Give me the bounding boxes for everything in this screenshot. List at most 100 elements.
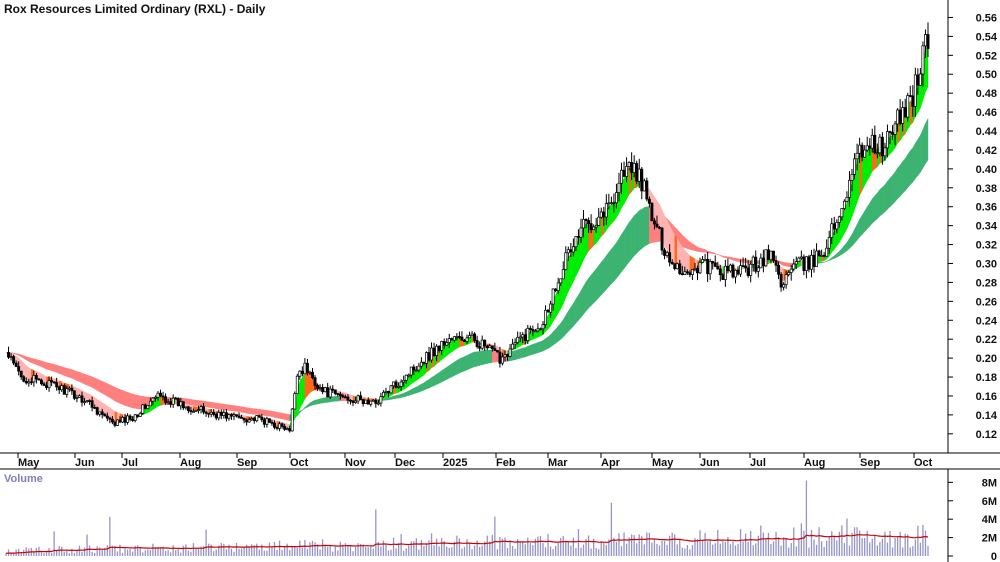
time-tick-label: Nov — [345, 457, 367, 469]
candle-body — [295, 375, 299, 395]
candle-body — [50, 380, 54, 383]
candle-body — [698, 261, 702, 274]
candle-body — [794, 261, 798, 265]
candle-body — [394, 381, 398, 388]
candle-body — [802, 256, 806, 271]
long-band-segment — [58, 365, 62, 375]
long-band-segment — [697, 246, 701, 253]
candle-body — [460, 336, 464, 341]
long-band-segment — [51, 363, 55, 372]
candle-body — [108, 417, 112, 420]
long-band-segment — [631, 214, 635, 260]
candle-body — [665, 252, 669, 256]
price-tick-label: 0.28 — [976, 277, 997, 289]
candle-body — [174, 397, 178, 400]
long-band-segment — [636, 209, 640, 254]
candle-body — [485, 345, 489, 349]
candle-body — [759, 257, 763, 269]
candle-body — [399, 381, 403, 387]
price-axis-ticks: 0.12 0.14 0.16 0.18 0.20 0.22 0.24 0.26 0.28 0.30… — [948, 12, 998, 441]
candle-body — [98, 411, 102, 415]
candle-body — [721, 274, 725, 280]
time-tick-label: Mar — [548, 457, 568, 469]
long-band-segment — [107, 383, 111, 399]
long-band-segment — [74, 370, 78, 381]
long-band-segment — [618, 233, 622, 276]
long-band-segment — [517, 348, 521, 360]
long-band-segment — [433, 373, 437, 387]
candle-body — [690, 269, 694, 275]
candle-body — [161, 395, 165, 398]
candle-body — [19, 370, 23, 378]
long-band-segment — [547, 334, 551, 349]
candle-body — [407, 374, 411, 377]
candle-body — [837, 216, 841, 223]
long-band-segment — [608, 248, 612, 288]
long-band-segment — [879, 186, 883, 217]
candle-body — [501, 356, 504, 364]
candle-body — [706, 259, 710, 275]
candle-body — [554, 288, 558, 291]
long-band-segment — [699, 247, 703, 253]
candle-body — [594, 225, 598, 228]
long-band-segment — [127, 391, 131, 408]
candle-body — [541, 324, 545, 330]
candle-body — [675, 263, 679, 270]
candle-body — [427, 352, 431, 361]
long-band-segment — [251, 408, 255, 415]
long-band-segment — [867, 202, 870, 230]
candle-body — [531, 329, 535, 332]
candle-body — [252, 418, 256, 422]
candle-body — [321, 387, 325, 393]
candle-body — [24, 380, 28, 384]
long-band-segment — [332, 396, 336, 402]
candle-body — [138, 413, 142, 417]
candle-body — [480, 339, 484, 349]
long-band-segment — [228, 404, 232, 412]
long-band-segment — [646, 206, 650, 246]
candle-body — [232, 414, 236, 417]
candle-body — [293, 393, 297, 410]
long-band-segment — [476, 351, 480, 367]
price-tick-label: 0.50 — [976, 69, 997, 81]
long-band-segment — [195, 399, 199, 407]
long-band-segment — [122, 390, 126, 406]
candle-body — [696, 267, 699, 274]
candle-body — [176, 398, 180, 407]
time-tick-label: Sep — [237, 457, 257, 469]
candle-body — [290, 408, 294, 432]
long-band-segment — [56, 364, 60, 374]
candle-body — [749, 263, 753, 276]
candle-body — [511, 343, 515, 350]
long-band-segment — [335, 395, 339, 402]
candle-body — [625, 166, 629, 177]
time-tick-label: Sep — [860, 457, 880, 469]
candle-body — [128, 415, 132, 420]
long-band-segment — [894, 167, 898, 203]
long-band-segment — [535, 342, 539, 354]
candle-body — [868, 145, 872, 149]
candle-body — [703, 259, 707, 261]
long-band-segment — [912, 143, 916, 183]
long-band-segment — [109, 384, 113, 400]
candle-body — [166, 401, 170, 404]
candle-body — [782, 284, 786, 288]
long-band-segment — [33, 358, 37, 365]
long-band-segment — [907, 150, 911, 189]
candle-body — [447, 338, 451, 343]
candle-body — [110, 418, 114, 423]
candle-body — [346, 396, 350, 401]
long-band-segment — [682, 234, 686, 249]
candle-body — [627, 162, 631, 167]
candle-body — [516, 336, 520, 343]
candle-body — [569, 249, 573, 253]
candle-body — [283, 426, 287, 430]
time-tick-label: Jul — [122, 457, 138, 469]
long-band-segment — [324, 397, 328, 403]
long-band-segment — [218, 403, 222, 410]
long-band-segment — [246, 407, 250, 414]
candle-body — [9, 356, 13, 358]
long-band-segment — [606, 251, 610, 291]
candle-body — [159, 392, 162, 397]
candle-body — [901, 107, 905, 124]
